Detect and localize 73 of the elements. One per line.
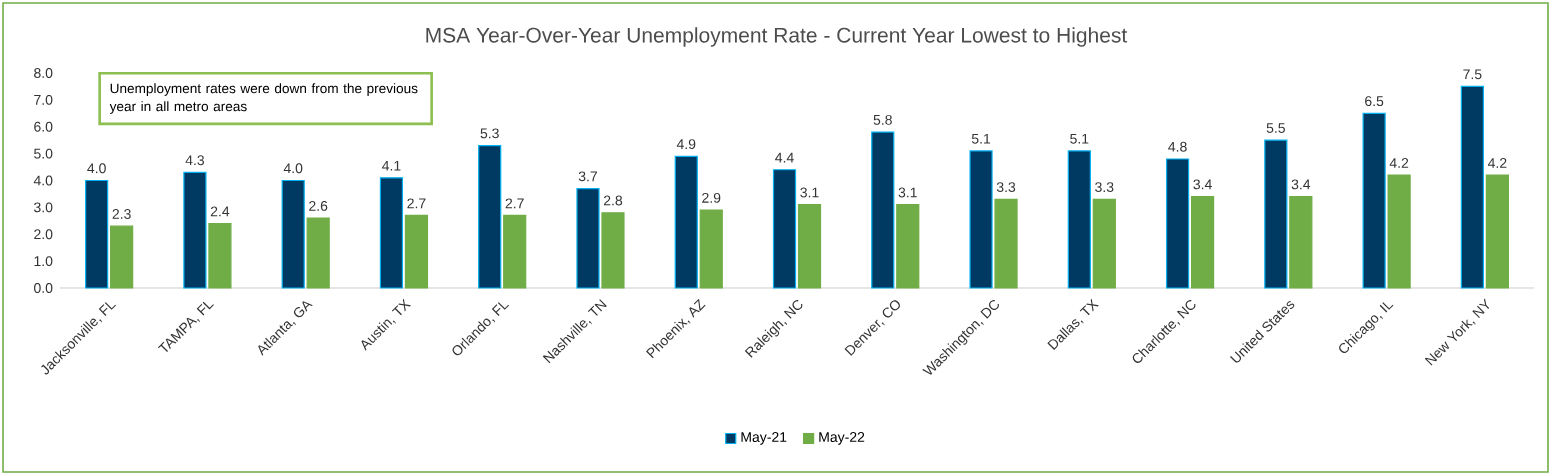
data-label: 2.6	[309, 200, 328, 211]
data-label: 6.5	[1365, 96, 1384, 107]
y-tick-label: 1.0	[34, 256, 53, 267]
bar	[404, 214, 429, 289]
data-label: 4.8	[1168, 141, 1187, 152]
data-label: 4.0	[87, 163, 106, 174]
data-label: 4.2	[1487, 158, 1507, 168]
data-label: 3.1	[898, 187, 917, 198]
bar	[478, 144, 502, 289]
data-label: 2.8	[603, 195, 623, 206]
bar	[1092, 198, 1116, 289]
data-label: 2.7	[505, 198, 524, 209]
data-label: 3.7	[578, 171, 598, 182]
data-label: 4.9	[676, 139, 696, 150]
bar	[1264, 139, 1288, 289]
data-label: 5.8	[873, 114, 892, 125]
bar	[1289, 196, 1313, 289]
data-label: 3.4	[1193, 179, 1212, 190]
bar	[994, 198, 1018, 289]
y-tick-label: 8.0	[34, 68, 53, 78]
data-label: 5.1	[1070, 133, 1089, 144]
bar	[110, 225, 134, 289]
data-label: 4.0	[283, 163, 303, 174]
chart-title: MSA Year-Over-Year Unemployment Rate - Current Year Lowest to Highest	[426, 27, 1128, 47]
y-tick-label: 7.0	[34, 94, 53, 105]
bar	[576, 187, 600, 289]
bar	[503, 214, 527, 289]
data-label: 3.3	[996, 182, 1016, 193]
bar	[1190, 196, 1215, 289]
y-tick-label: 3.0	[34, 202, 53, 213]
data-label: 5.5	[1266, 123, 1285, 133]
bar	[85, 179, 109, 289]
data-label: 4.1	[382, 160, 401, 171]
bar	[379, 177, 404, 289]
bar	[674, 155, 698, 289]
bar	[772, 169, 797, 289]
bar	[1165, 158, 1190, 289]
annotation: Unemployment rates were down from the previous year in all metro areas	[109, 83, 418, 114]
bar	[1460, 85, 1484, 289]
data-label: 3.4	[1291, 179, 1311, 190]
y-tick-label: 0.0	[34, 283, 53, 293]
data-label: 2.3	[112, 209, 131, 219]
bar	[183, 171, 207, 289]
bar	[797, 204, 822, 289]
bar	[871, 131, 895, 289]
data-label: 7.5	[1463, 69, 1482, 80]
data-label: 4.4	[775, 152, 794, 163]
data-label: 3.1	[800, 187, 819, 198]
bar	[208, 222, 232, 289]
bar	[969, 150, 993, 289]
bar	[896, 204, 920, 289]
bar	[1067, 150, 1091, 289]
bar	[281, 179, 305, 289]
y-tick-label: 6.0	[34, 121, 53, 132]
data-label: 3.3	[1095, 182, 1114, 193]
data-label: 5.3	[480, 128, 499, 139]
data-label: 2.9	[702, 192, 721, 203]
data-label: 2.7	[407, 198, 426, 209]
bar	[1387, 174, 1411, 289]
data-label: 4.3	[185, 155, 205, 166]
data-label: 2.4	[210, 206, 230, 217]
data-label: 5.1	[971, 133, 991, 144]
y-tick-label: 5.0	[34, 148, 53, 159]
bar	[601, 212, 625, 289]
bar	[1485, 174, 1509, 289]
legend-label: May-21	[741, 432, 787, 445]
bar	[699, 209, 723, 289]
y-tick-label: 2.0	[34, 229, 53, 240]
data-label: 4.2	[1389, 158, 1409, 168]
bar	[1362, 112, 1386, 289]
y-tick-label: 4.0	[33, 175, 53, 186]
bar	[306, 217, 330, 289]
legend-label: May-22	[819, 432, 865, 445]
